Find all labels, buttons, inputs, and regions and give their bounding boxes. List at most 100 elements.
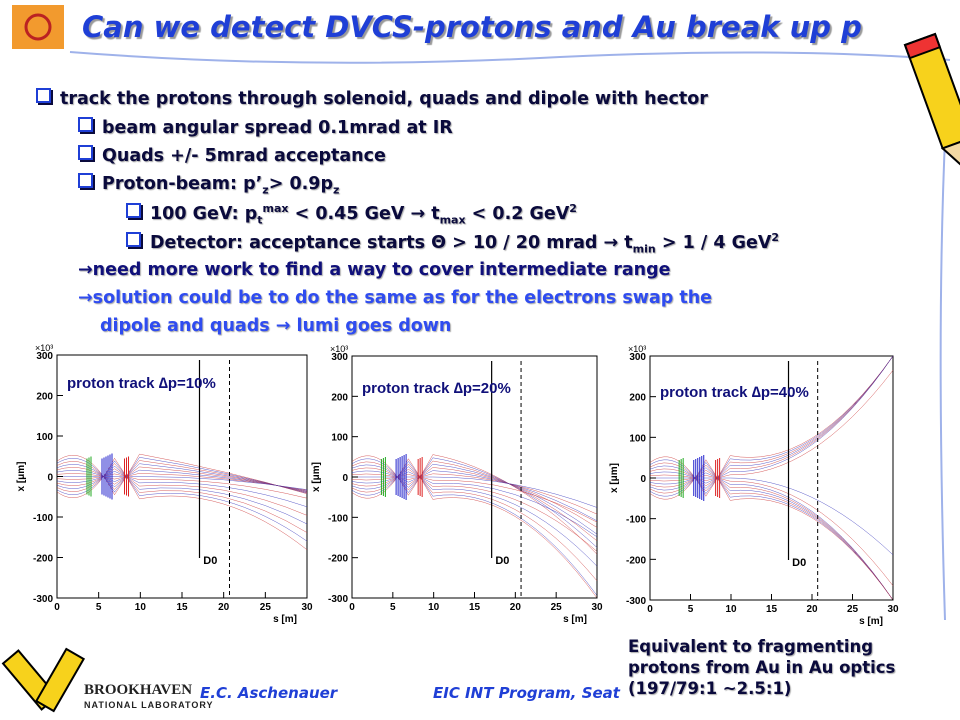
bullet: Proton-beam: p’z> 0.9pz (78, 173, 339, 197)
trajectory (56, 463, 308, 533)
bullet: beam angular spread 0.1mrad at IR (78, 117, 453, 138)
trajectory (351, 474, 598, 523)
x-tick-label: 20 (510, 602, 522, 613)
y-scale: ×10³ (330, 344, 348, 354)
x-tick-label: 0 (647, 604, 653, 615)
x-tick-label: 30 (887, 604, 899, 615)
trajectory (56, 460, 308, 542)
trajectory (649, 472, 894, 601)
bullet: 100 GeV: ptmax < 0.45 GeV → tmax < 0.2 G… (126, 202, 577, 226)
y-tick-label: 100 (36, 432, 53, 443)
y-tick-label: -300 (626, 596, 646, 607)
y-tick-label: 0 (640, 474, 646, 485)
plot: D0 proton track ∆p=10% 0 5 10 15 20 25 30 -300 -20… (16, 343, 313, 625)
bullet: track the protons through solenoid, quad… (36, 88, 708, 109)
plot: D0 proton track ∆p=40% 0 5 10 15 20 25 30 -300 -20… (609, 344, 899, 627)
trajectory (56, 457, 308, 494)
trajectory (56, 476, 308, 490)
trajectory (351, 457, 598, 548)
decor-line (939, 79, 949, 621)
text: beam angular spread 0.1mrad at IR (102, 118, 453, 138)
y-tick-label: -100 (328, 513, 348, 524)
x-tick-label: 10 (725, 604, 737, 615)
y-tick-label: 200 (36, 392, 53, 403)
trajectory (56, 469, 308, 492)
y-tick-label: -200 (328, 554, 348, 565)
trajectory (351, 463, 598, 535)
note-line: Equivalent to fragmenting (628, 637, 874, 656)
superscript: 2 (771, 231, 780, 244)
subscript: z (262, 183, 269, 197)
trajectory (351, 460, 598, 542)
y-tick-label: 200 (331, 392, 348, 403)
note-line: (197/79:1 ~2.5:1) (628, 679, 792, 698)
x-tick-label: 25 (551, 602, 563, 613)
y-tick-label: 0 (342, 473, 348, 484)
trajectory (649, 469, 894, 601)
y-axis-label: x [μm] (16, 461, 27, 491)
trajectory (56, 465, 308, 525)
event: EIC INT Program, Seat (433, 684, 620, 702)
trajectory (649, 475, 894, 586)
superscript: 2 (569, 202, 577, 215)
y-scale: ×10³ (35, 343, 53, 353)
x-tick-label: 0 (349, 602, 355, 613)
text: dipole and quads → lumi goes down (100, 316, 452, 336)
trajectory (649, 370, 894, 481)
trajectory (351, 473, 598, 515)
detector-label: D0 (495, 555, 509, 567)
trajectory (56, 453, 308, 496)
y-tick-label: 0 (47, 473, 53, 484)
text: Detector: acceptance starts Θ > 10 / 20 … (150, 232, 633, 253)
y-axis-label: x [μm] (311, 462, 322, 492)
subscript: z (333, 183, 340, 197)
trajectory (56, 466, 308, 492)
y-tick-label: -100 (626, 515, 646, 526)
x-tick-label: 0 (54, 602, 60, 613)
trajectory (650, 477, 894, 556)
trajectory (351, 471, 598, 538)
text: Proton-beam: p’ (102, 174, 263, 194)
note-line: protons from Au in Au optics (628, 658, 896, 677)
x-tick-label: 30 (591, 602, 603, 613)
trajectory (56, 457, 308, 550)
x-tick-label: 5 (390, 602, 396, 613)
logo-icon (12, 5, 64, 49)
x-tick-label: 15 (766, 604, 778, 615)
text: < 0.2 GeV (465, 203, 570, 224)
y-tick-label: 300 (331, 352, 348, 363)
y-tick-label: 100 (629, 433, 646, 444)
x-tick-label: 15 (469, 602, 481, 613)
trajectory (56, 463, 308, 493)
pencil (903, 32, 960, 174)
trajectory (56, 468, 308, 516)
pencils (1, 647, 86, 713)
y-tick-label: -300 (328, 594, 348, 605)
detector-label: D0 (203, 555, 217, 567)
logo-text: NATIONAL LABORATORY (84, 700, 214, 710)
trajectory (351, 468, 598, 552)
plot-title: proton track ∆p=10% (67, 375, 216, 392)
author: E.C. Aschenauer (200, 684, 338, 702)
superscript: max (262, 202, 289, 215)
x-axis-label: s [m] (859, 616, 883, 627)
x-axis-label: s [m] (273, 614, 297, 625)
y-tick-label: 300 (629, 352, 646, 363)
note-box: Equivalent to fragmenting protons from A… (628, 636, 940, 699)
y-tick-label: 200 (629, 393, 646, 404)
y-axis-label: x [μm] (609, 463, 620, 493)
bullet: →need more work to find a way to cover i… (78, 260, 671, 280)
text: →solution could be to do the same as for… (78, 288, 713, 308)
trajectory (351, 467, 598, 528)
plot: D0 proton track ∆p=20% 0 5 10 15 20 25 30 -300 -20… (311, 344, 603, 625)
detector-label: D0 (792, 557, 806, 569)
bullet: Detector: acceptance starts Θ > 10 / 20 … (126, 231, 779, 255)
x-tick-label: 20 (806, 604, 818, 615)
bullet: →solution could be to do the same as for… (78, 288, 712, 308)
logo-icon (24, 13, 52, 41)
title: Can we detect DVCS-protons and Au break … (82, 10, 862, 44)
subscript: min (632, 242, 656, 256)
decor-line (69, 51, 951, 64)
bullet: dipole and quads → lumi goes down (100, 316, 451, 336)
